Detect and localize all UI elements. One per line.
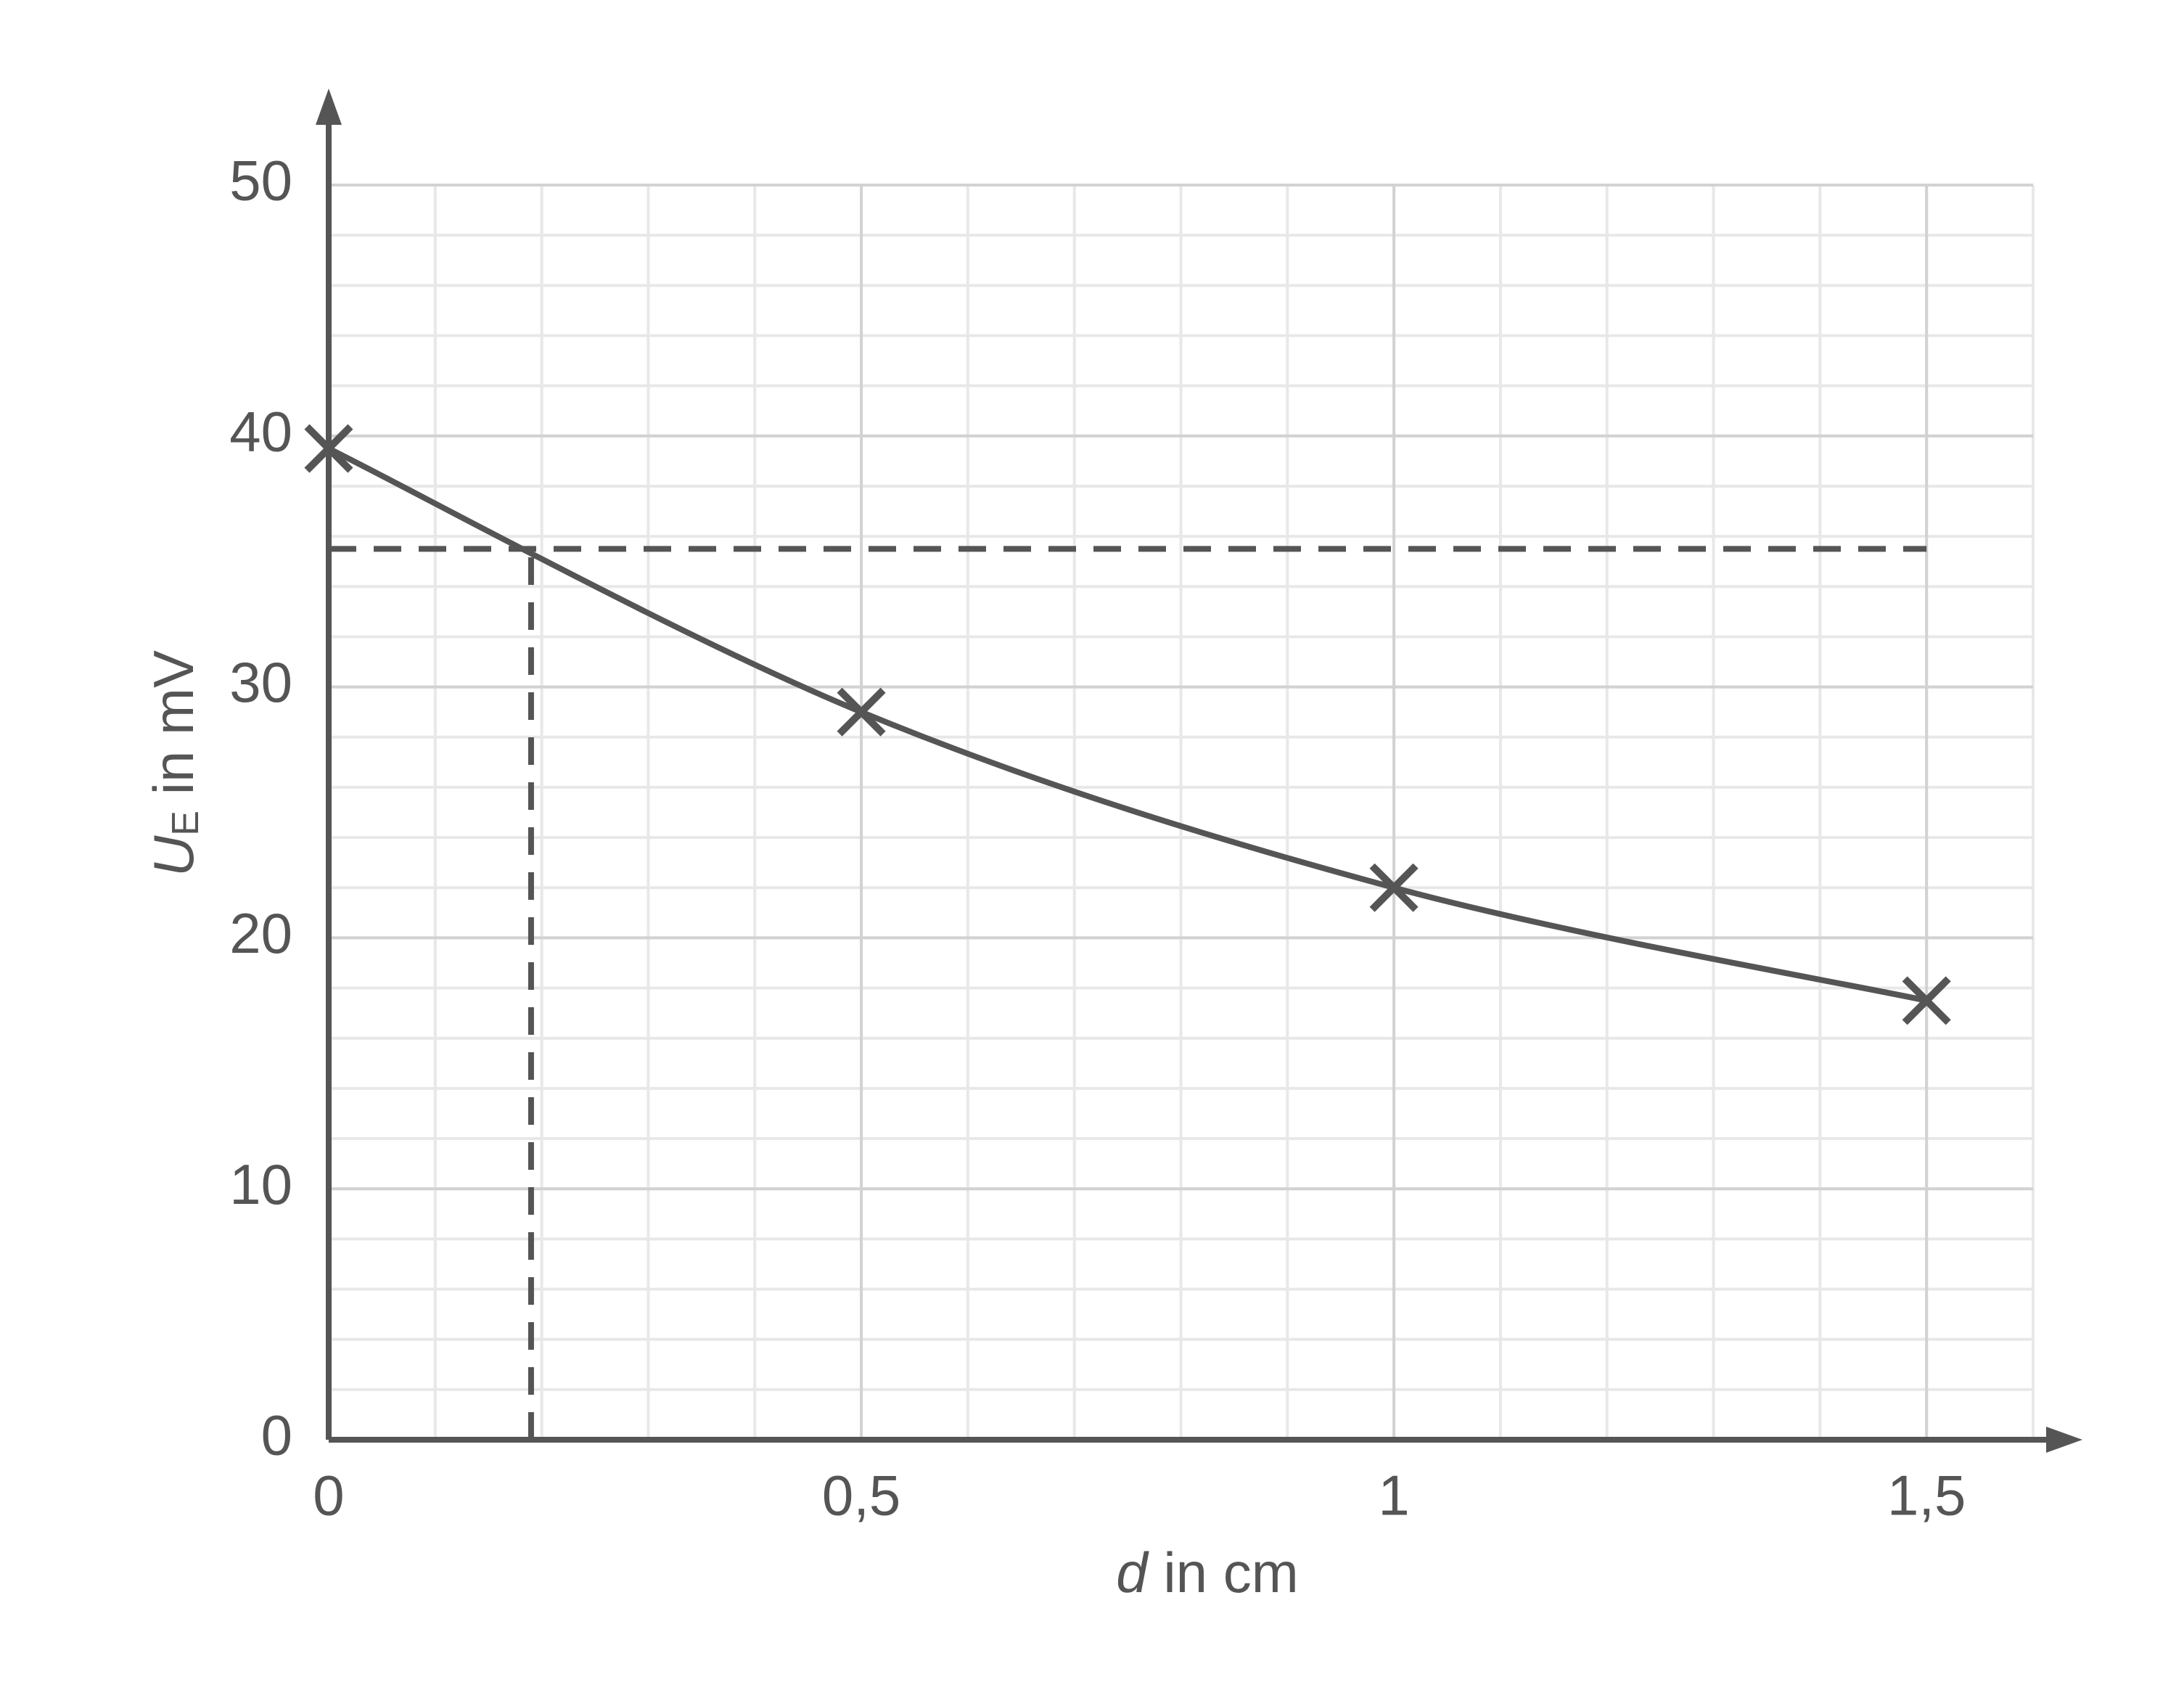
y-tick-label: 0 bbox=[261, 1403, 292, 1467]
y-tick-label: 50 bbox=[229, 149, 292, 213]
y-subscript: E bbox=[165, 811, 207, 836]
y-tick-label: 40 bbox=[229, 399, 292, 463]
x-symbol: d bbox=[1116, 1541, 1149, 1604]
x-tick-label: 1,5 bbox=[1887, 1464, 1966, 1528]
x-tick-label: 1 bbox=[1378, 1464, 1409, 1528]
y-symbol: U bbox=[141, 835, 205, 877]
y-unit: in mV bbox=[141, 650, 205, 795]
y-tick-label: 10 bbox=[229, 1152, 292, 1216]
y-tick-label: 20 bbox=[229, 901, 292, 965]
x-axis-label: d in cm bbox=[1116, 1541, 1298, 1604]
x-unit: in cm bbox=[1163, 1541, 1298, 1604]
curve bbox=[327, 446, 1928, 1004]
data-point bbox=[1369, 863, 1419, 912]
y-axis-arrow bbox=[316, 89, 342, 125]
x-axis-arrow bbox=[2046, 1427, 2082, 1453]
data-point bbox=[304, 424, 353, 473]
data-point bbox=[837, 687, 886, 737]
y-tick-label: 30 bbox=[229, 650, 292, 714]
x-tick-label: 0,5 bbox=[822, 1464, 900, 1528]
data-point bbox=[1902, 976, 1951, 1025]
x-tick-label: 0 bbox=[313, 1464, 344, 1528]
y-axis-label: UE in mV bbox=[141, 650, 215, 877]
